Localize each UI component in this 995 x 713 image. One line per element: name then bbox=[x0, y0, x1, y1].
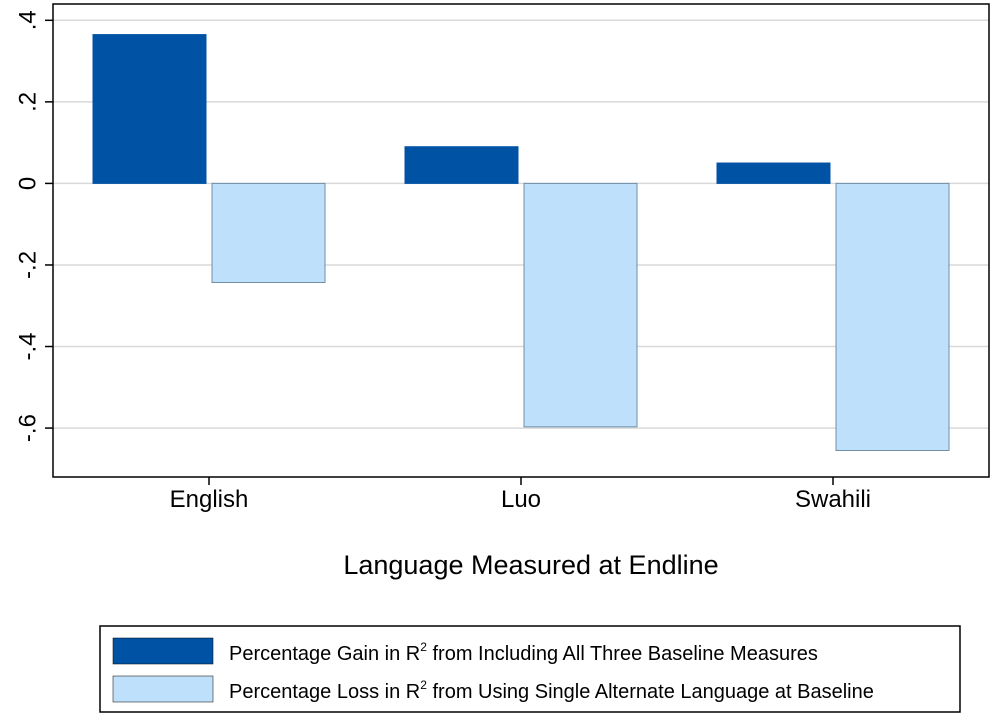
y-tick-label: -.2 bbox=[14, 251, 41, 279]
y-tick-label: 0 bbox=[14, 177, 41, 190]
x-tick-label: English bbox=[170, 486, 249, 513]
legend-label-loss: Percentage Loss in R2 from Using Single … bbox=[229, 678, 874, 703]
bar-gain-swahili bbox=[716, 162, 831, 184]
bar-gain-luo bbox=[404, 146, 519, 184]
bar-gain-english bbox=[92, 34, 207, 184]
y-tick-label: -.4 bbox=[14, 333, 41, 361]
bar-loss-luo bbox=[523, 182, 638, 428]
bar-loss-swahili bbox=[835, 182, 950, 451]
bars bbox=[92, 34, 950, 451]
y-axis: -.6 -.4 -.2 0 .2 .4 bbox=[14, 10, 53, 442]
x-axis: English Luo Swahili bbox=[170, 477, 871, 513]
y-tick-label: .2 bbox=[14, 92, 41, 112]
legend-frame bbox=[99, 625, 961, 713]
x-axis-label: Language Measured at Endline bbox=[343, 550, 718, 580]
gridlines bbox=[53, 19, 989, 429]
legend-label-gain: Percentage Gain in R2 from Including All… bbox=[229, 640, 818, 665]
legend-swatch-loss bbox=[112, 675, 214, 703]
legend: Percentage Gain in R2 from Including All… bbox=[99, 625, 961, 713]
x-tick-label: Swahili bbox=[795, 486, 871, 513]
bar-loss-english bbox=[211, 182, 326, 283]
legend-swatch-gain bbox=[112, 637, 214, 665]
y-tick-label: -.6 bbox=[14, 414, 41, 442]
y-tick-label: .4 bbox=[14, 10, 41, 30]
x-tick-label: Luo bbox=[501, 486, 541, 513]
